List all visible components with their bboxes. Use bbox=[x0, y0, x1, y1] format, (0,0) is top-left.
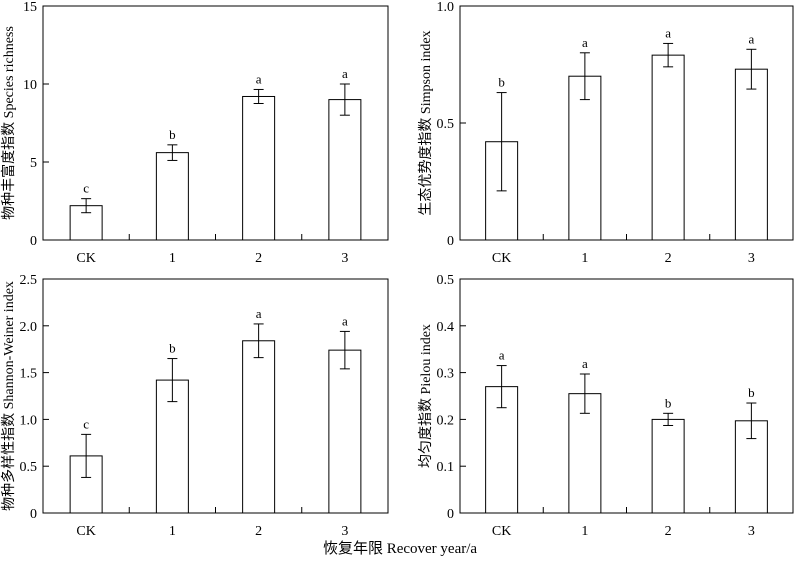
x-tick-label: 2 bbox=[255, 251, 262, 266]
bar bbox=[155, 379, 189, 514]
bar bbox=[328, 99, 362, 241]
bar bbox=[328, 349, 362, 514]
bar bbox=[568, 75, 602, 241]
y-tick-label: 2.5 bbox=[20, 273, 38, 288]
y-tick-label: 0.5 bbox=[437, 273, 455, 288]
y-tick-label: 0.3 bbox=[437, 367, 455, 382]
x-tick-label: 2 bbox=[255, 524, 262, 539]
y-tick-label: 1.0 bbox=[20, 413, 38, 428]
y-axis-label: 物种丰富度指数 Species richness bbox=[0, 26, 17, 220]
panel-4: a a b b 0 0.1 0.2 0.3 0.4 0.5 CK 1 2 3 均匀度指数 Pielou in… bbox=[418, 273, 794, 539]
x-tick-label: CK bbox=[492, 524, 511, 539]
significance-label: a bbox=[256, 306, 262, 321]
x-tick-label: 1 bbox=[581, 524, 588, 539]
panel-3: c b a a 0 0.5 1.0 1.5 2.0 2.5 CK 1 2 3 物种多样性指数 Shannon… bbox=[0, 273, 389, 539]
bar bbox=[242, 340, 276, 514]
y-tick-label: 0 bbox=[447, 507, 454, 522]
y-tick-label: 0 bbox=[447, 234, 454, 249]
bar bbox=[734, 68, 768, 241]
bar bbox=[651, 54, 685, 241]
panel-1: c b a a 0 5 10 15 CK 1 2 3 物种丰富度指数 Species richness bbox=[0, 0, 389, 266]
y-tick-label: 10 bbox=[23, 78, 37, 93]
significance-label: a bbox=[499, 348, 505, 363]
significance-label: b bbox=[169, 127, 176, 142]
x-tick-label: 3 bbox=[748, 251, 755, 266]
significance-label: b bbox=[665, 395, 672, 410]
x-tick-label: 2 bbox=[665, 524, 672, 539]
y-axis-label: 生态优势度指数 Simpson index bbox=[418, 30, 434, 215]
y-tick-label: 0.1 bbox=[437, 460, 455, 475]
y-tick-label: 0.5 bbox=[20, 460, 38, 475]
y-axis-label: 均匀度指数 Pielou index bbox=[418, 324, 434, 468]
y-tick-label: 1.5 bbox=[20, 367, 38, 382]
significance-label: c bbox=[83, 416, 89, 431]
significance-label: a bbox=[582, 35, 588, 50]
significance-label: c bbox=[83, 181, 89, 196]
significance-label: a bbox=[342, 313, 348, 328]
x-tick-label: 1 bbox=[169, 524, 176, 539]
x-tick-label: 1 bbox=[581, 251, 588, 266]
x-tick-label: 3 bbox=[341, 524, 348, 539]
x-tick-label: 2 bbox=[665, 251, 672, 266]
y-tick-label: 5 bbox=[30, 156, 37, 171]
significance-label: b bbox=[498, 75, 505, 90]
y-tick-label: 2.0 bbox=[20, 320, 38, 335]
y-tick-label: 0.4 bbox=[437, 320, 455, 335]
y-tick-label: 0.2 bbox=[437, 413, 455, 428]
y-tick-label: 0 bbox=[30, 507, 37, 522]
significance-label: a bbox=[342, 66, 348, 81]
y-tick-label: 0.5 bbox=[437, 117, 455, 132]
x-tick-label: CK bbox=[76, 524, 95, 539]
shared-x-axis-label: 恢复年限 Recover year/a bbox=[323, 539, 477, 557]
y-tick-label: 0 bbox=[30, 234, 37, 249]
y-tick-label: 15 bbox=[23, 0, 37, 15]
significance-label: a bbox=[665, 25, 671, 40]
significance-label: b bbox=[169, 341, 176, 356]
significance-label: b bbox=[748, 385, 755, 400]
significance-label: a bbox=[582, 356, 588, 371]
bar bbox=[242, 95, 276, 241]
significance-label: a bbox=[256, 71, 262, 86]
y-tick-label: 1.0 bbox=[437, 0, 455, 15]
x-tick-label: CK bbox=[76, 251, 95, 266]
bar bbox=[155, 152, 189, 241]
x-tick-label: 3 bbox=[341, 251, 348, 266]
x-tick-label: 1 bbox=[169, 251, 176, 266]
panel-2: b a a a 0 0.5 1.0 CK 1 2 3 生态优势度指数 Simpson index bbox=[418, 0, 794, 266]
significance-label: a bbox=[748, 31, 754, 46]
x-tick-label: CK bbox=[492, 251, 511, 266]
x-tick-label: 3 bbox=[748, 524, 755, 539]
y-axis-label: 物种多样性指数 Shannon-Weiner index bbox=[0, 281, 17, 511]
bar bbox=[651, 418, 685, 514]
